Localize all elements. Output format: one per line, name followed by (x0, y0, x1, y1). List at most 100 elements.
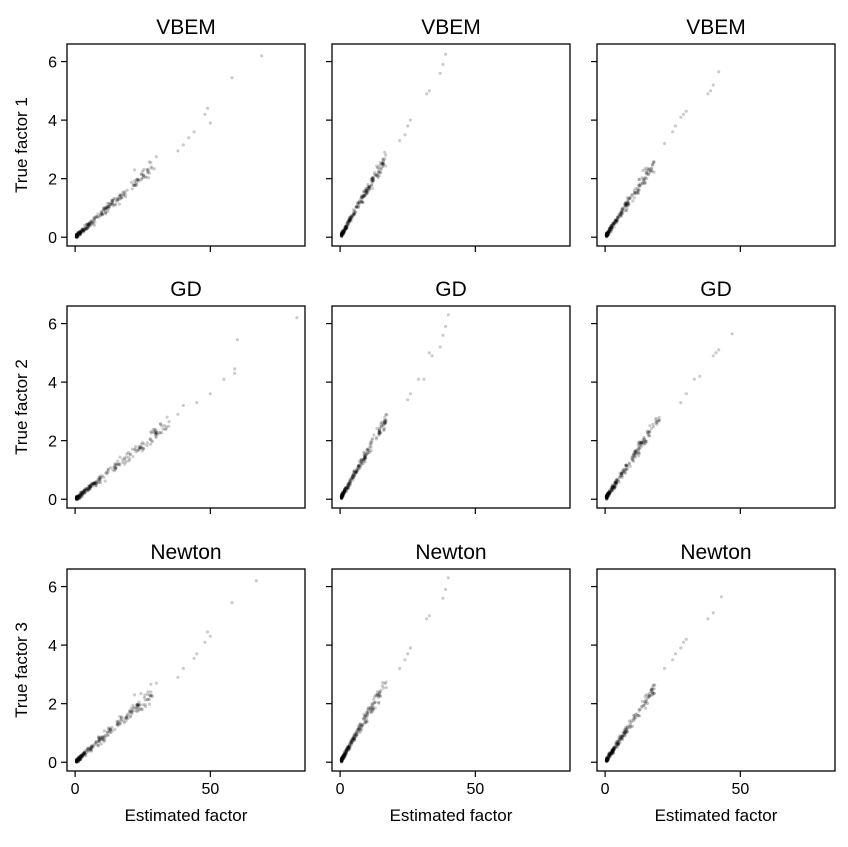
scatter-point (606, 233, 610, 237)
scatter-point (340, 233, 344, 237)
scatter-point (636, 188, 640, 192)
scatter-point (354, 733, 359, 737)
scatter-point (606, 232, 610, 236)
scatter-point (344, 226, 348, 230)
scatter-point (75, 759, 79, 763)
scatter-point (347, 218, 351, 222)
scatter-point (383, 415, 387, 419)
scatter-point (77, 758, 82, 762)
scatter-point (657, 418, 661, 422)
scatter-point (604, 232, 609, 236)
scatter-point (604, 759, 609, 763)
scatter-point (339, 496, 344, 500)
scatter-point (78, 230, 82, 234)
scatter-point (131, 183, 135, 187)
scatter-point (340, 494, 344, 498)
scatter-point (79, 754, 83, 759)
scatter-point (345, 747, 349, 751)
scatter-point (352, 735, 357, 739)
scatter-point (339, 232, 344, 236)
scatter-point (208, 634, 212, 638)
scatter-point (351, 476, 356, 480)
scatter-point (362, 194, 366, 199)
scatter-point (363, 188, 367, 193)
scatter-point (615, 480, 619, 484)
scatter-point (85, 748, 89, 752)
scatter-point (81, 753, 85, 757)
scatter-point (372, 701, 376, 705)
scatter-point (378, 694, 382, 698)
scatter-point (645, 176, 649, 181)
scatter-point (368, 185, 372, 189)
scatter-point (339, 758, 344, 762)
scatter-point (355, 733, 359, 737)
scatter-point (128, 715, 132, 719)
scatter-point (345, 224, 349, 228)
scatter-point (615, 741, 619, 746)
scatter-point (343, 755, 347, 759)
scatter-point (75, 495, 79, 499)
scatter-point (104, 206, 108, 210)
scatter-point (76, 232, 80, 236)
scatter-point (611, 748, 615, 752)
scatter-point (624, 468, 628, 473)
scatter-point (610, 747, 614, 752)
scatter-point (352, 470, 356, 474)
scatter-point (102, 206, 106, 210)
scatter-point (133, 706, 137, 710)
scatter-point (606, 231, 610, 235)
scatter-point (605, 231, 610, 235)
scatter-point (613, 481, 617, 485)
scatter-point (644, 439, 648, 443)
scatter-point (604, 232, 609, 236)
scatter-point (606, 754, 610, 758)
scatter-point (339, 494, 344, 498)
scatter-point (97, 478, 101, 482)
scatter-point (129, 710, 133, 714)
scatter-point (609, 226, 614, 230)
scatter-point (626, 198, 630, 202)
scatter-point (371, 176, 375, 180)
scatter-point (629, 720, 633, 724)
scatter-point (644, 693, 648, 697)
scatter-point (340, 233, 344, 237)
scatter-point (604, 758, 609, 763)
scatter-point (614, 480, 619, 484)
scatter-point (79, 755, 83, 759)
scatter-point (76, 232, 81, 236)
scatter-points (74, 54, 264, 239)
scatter-point (77, 493, 81, 497)
scatter-point (635, 712, 639, 716)
scatter-point (341, 755, 345, 759)
scatter-point (230, 76, 234, 80)
scatter-point (375, 164, 379, 168)
scatter-point (606, 492, 610, 496)
scatter-point (340, 494, 344, 498)
scatter-point (610, 225, 614, 229)
scatter-point (638, 714, 642, 718)
scatter-point (116, 462, 120, 466)
scatter-point (208, 392, 212, 396)
y-tick-label: 6 (48, 317, 57, 334)
scatter-point (74, 234, 79, 238)
scatter-point (341, 756, 345, 760)
scatter-point (624, 463, 629, 467)
scatter-point (637, 709, 641, 713)
scatter-point (377, 169, 381, 173)
scatter-point (383, 421, 387, 425)
scatter-point (359, 461, 363, 465)
scatter-point (382, 162, 386, 166)
scatter-point (606, 493, 610, 497)
scatter-point (648, 424, 652, 428)
scatter-point (641, 177, 646, 181)
scatter-point (138, 703, 142, 707)
scatter-point (108, 727, 112, 731)
scatter-point (604, 758, 609, 762)
scatter-point (343, 489, 347, 493)
axes-frame (66, 568, 306, 772)
scatter-point (615, 740, 619, 744)
scatter-point (384, 420, 388, 424)
scatter-point (75, 758, 79, 762)
scatter-point (651, 160, 655, 164)
scatter-point (604, 232, 609, 236)
